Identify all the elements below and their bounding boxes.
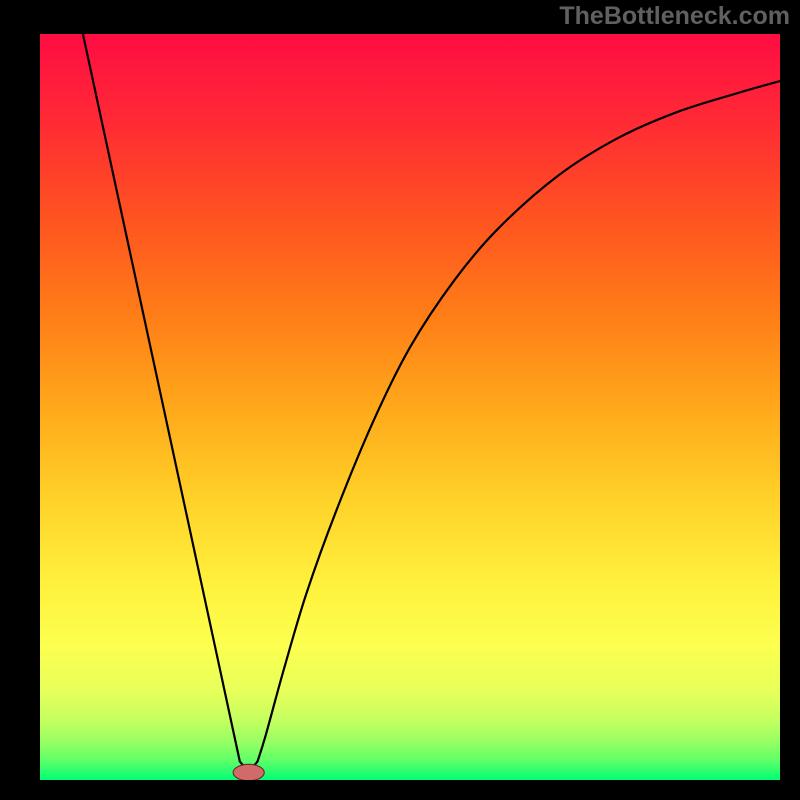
gradient-background — [40, 34, 780, 780]
plot-area — [40, 34, 780, 780]
optimal-point-marker — [233, 764, 264, 780]
watermark-text: TheBottleneck.com — [559, 2, 790, 31]
plot-svg — [40, 34, 780, 780]
